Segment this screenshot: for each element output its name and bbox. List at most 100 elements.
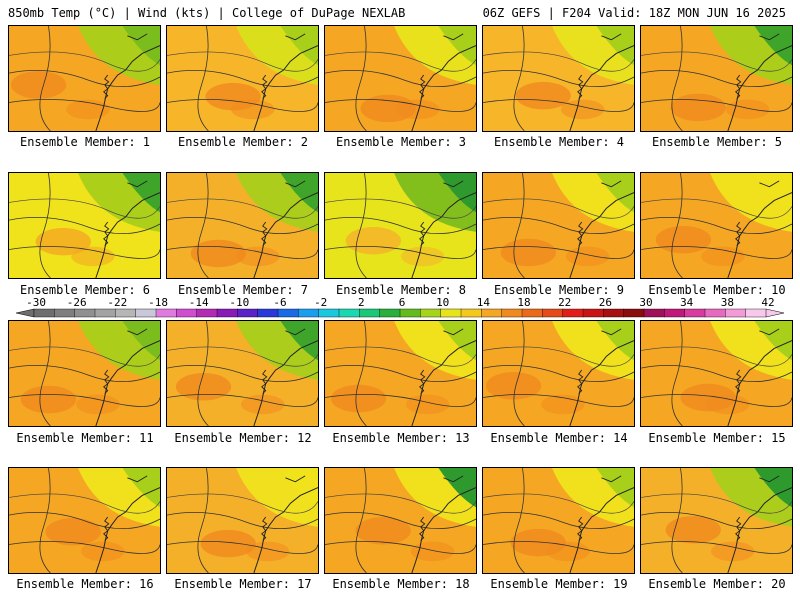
colorbar-segment [521, 308, 543, 318]
colorbar: -30 -26 -22 -18 -14 -10 -6 -2 2 6 10 14 18 22 26 30 34 38… [15, 296, 785, 318]
ensemble-member-label: Ensemble Member: 12 [174, 431, 312, 445]
ensemble-panel-8 [324, 172, 477, 279]
ensemble-panel-11 [8, 320, 161, 427]
colorbar-segment [725, 308, 747, 318]
ensemble-panel-10 [640, 172, 793, 279]
ensemble-member-label: Ensemble Member: 13 [332, 431, 470, 445]
ensemble-panel-18 [324, 467, 477, 574]
ensemble-member-label: Ensemble Member: 20 [648, 577, 786, 591]
colorbar-segment [135, 308, 157, 318]
ensemble-panel-12 [166, 320, 319, 427]
ensemble-panel-7 [166, 172, 319, 279]
colorbar-tick-label: 34 [680, 296, 694, 309]
colorbar-segment [582, 308, 604, 318]
ensemble-panel-1 [8, 25, 161, 132]
colorbar-tick-label: -6 [273, 296, 286, 309]
colorbar-tick-label: -2 [314, 296, 327, 309]
colorbar-right-arrow [765, 308, 785, 318]
ensemble-panel-15 [640, 320, 793, 427]
colorbar-segment [440, 308, 462, 318]
colorbar-segment [74, 308, 96, 318]
ensemble-member-label: Ensemble Member: 18 [332, 577, 470, 591]
colorbar-segment [54, 308, 76, 318]
ensemble-member-label: Ensemble Member: 1 [19, 135, 151, 149]
colorbar-segment [623, 308, 645, 318]
colorbar-tick-label: -14 [189, 296, 209, 309]
ensemble-panel-20 [640, 467, 793, 574]
ensemble-member-label: Ensemble Member: 14 [490, 431, 628, 445]
ensemble-panel-19 [482, 467, 635, 574]
colorbar-segment [542, 308, 564, 318]
colorbar-tick-label: -26 [67, 296, 87, 309]
ensemble-member-label: Ensemble Member: 3 [335, 135, 467, 149]
colorbar-segment [745, 308, 767, 318]
colorbar-segment [684, 308, 706, 318]
colorbar-tick-label: 26 [599, 296, 612, 309]
colorbar-tick-label: -18 [148, 296, 168, 309]
colorbar-segment [338, 308, 360, 318]
colorbar-segment [399, 308, 421, 318]
colorbar-tick-label: 6 [399, 296, 406, 309]
colorbar-segment [94, 308, 116, 318]
colorbar-segment [155, 308, 177, 318]
ensemble-panel-5 [640, 25, 793, 132]
colorbar-tick-label: -10 [229, 296, 249, 309]
colorbar-tick-label: -30 [26, 296, 46, 309]
colorbar-segment [237, 308, 259, 318]
ensemble-panel-14 [482, 320, 635, 427]
ensemble-panel-3 [324, 25, 477, 132]
ensemble-member-label: Ensemble Member: 2 [177, 135, 309, 149]
ensemble-member-label: Ensemble Member: 6 [19, 283, 151, 297]
ensemble-member-label: Ensemble Member: 16 [16, 577, 154, 591]
ensemble-panel-2 [166, 25, 319, 132]
colorbar-tick-label: -22 [107, 296, 127, 309]
colorbar-segment [481, 308, 503, 318]
ensemble-panel-17 [166, 467, 319, 574]
colorbar-segment [196, 308, 218, 318]
colorbar-tick-label: 14 [477, 296, 491, 309]
ensemble-member-label: Ensemble Member: 11 [16, 431, 154, 445]
colorbar-segment [318, 308, 340, 318]
colorbar-segment [216, 308, 238, 318]
colorbar-tick-label: 30 [639, 296, 652, 309]
colorbar-tick-label: 42 [761, 296, 774, 309]
ensemble-panel-9 [482, 172, 635, 279]
ensemble-member-label: Ensemble Member: 15 [648, 431, 786, 445]
colorbar-tick-label: 18 [517, 296, 530, 309]
colorbar-left-arrow [15, 308, 35, 318]
colorbar-segment [460, 308, 482, 318]
ensemble-member-label: Ensemble Member: 10 [648, 283, 786, 297]
ensemble-member-label: Ensemble Member: 8 [335, 283, 467, 297]
ensemble-member-label: Ensemble Member: 4 [493, 135, 625, 149]
colorbar-segment [33, 308, 55, 318]
ensemble-member-label: Ensemble Member: 19 [490, 577, 628, 591]
ensemble-member-label: Ensemble Member: 9 [493, 283, 625, 297]
ensemble-panel-16 [8, 467, 161, 574]
ensemble-panel-4 [482, 25, 635, 132]
colorbar-segment [704, 308, 726, 318]
colorbar-segment [501, 308, 523, 318]
colorbar-segment [379, 308, 401, 318]
ensemble-member-label: Ensemble Member: 5 [651, 135, 783, 149]
ensemble-panel-13 [324, 320, 477, 427]
ensemble-panel-6 [8, 172, 161, 279]
run-valid-time: 06Z GEFS | F204 Valid: 18Z MON JUN 16 20… [482, 6, 786, 20]
colorbar-segment [664, 308, 686, 318]
colorbar-segment [115, 308, 137, 318]
colorbar-segment [298, 308, 320, 318]
colorbar-tick-label: 22 [558, 296, 571, 309]
colorbar-segment [603, 308, 625, 318]
colorbar-tick-label: 10 [436, 296, 449, 309]
ensemble-member-label: Ensemble Member: 7 [177, 283, 309, 297]
colorbar-segment [420, 308, 442, 318]
colorbar-segment [176, 308, 198, 318]
colorbar-tick-label: 2 [358, 296, 365, 309]
colorbar-tick-label: 38 [721, 296, 734, 309]
chart-title: 850mb Temp (°C) | Wind (kts) | College o… [8, 6, 406, 20]
colorbar-segment [359, 308, 381, 318]
ensemble-member-label: Ensemble Member: 17 [174, 577, 312, 591]
colorbar-segment [643, 308, 665, 318]
colorbar-segment [277, 308, 299, 318]
colorbar-segment [257, 308, 279, 318]
colorbar-segment [562, 308, 584, 318]
